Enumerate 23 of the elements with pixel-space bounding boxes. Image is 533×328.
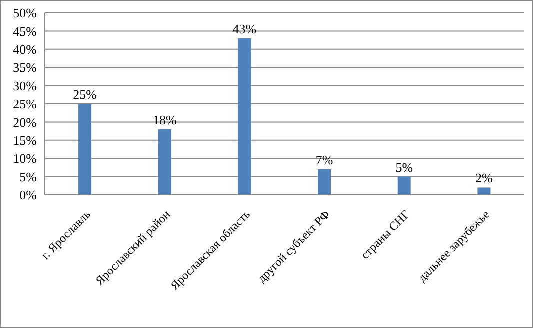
y-tick-label: 40%	[13, 42, 38, 58]
y-tick-label: 25%	[13, 96, 38, 112]
bar	[478, 188, 491, 195]
bar	[238, 38, 252, 195]
data-label: 2%	[476, 170, 494, 186]
y-tick-label: 10%	[13, 151, 38, 166]
bar	[78, 104, 92, 195]
data-label: 43%	[232, 21, 257, 36]
y-tick-label: 45%	[13, 24, 38, 39]
data-label: 7%	[316, 152, 334, 168]
bar	[398, 176, 411, 195]
y-tick-label: 20%	[13, 114, 38, 130]
y-tick-label: 50%	[13, 6, 38, 21]
bar	[318, 170, 332, 195]
data-label: 25%	[73, 87, 98, 102]
y-tick-label: 30%	[13, 78, 38, 94]
y-tick-label: 15%	[13, 133, 38, 148]
y-tick-label: 35%	[13, 60, 38, 76]
data-label: 18%	[152, 112, 177, 128]
bar	[158, 129, 172, 195]
y-tick-label: 0%	[20, 188, 38, 203]
y-tick-label: 5%	[20, 169, 38, 184]
data-label: 5%	[396, 160, 414, 175]
